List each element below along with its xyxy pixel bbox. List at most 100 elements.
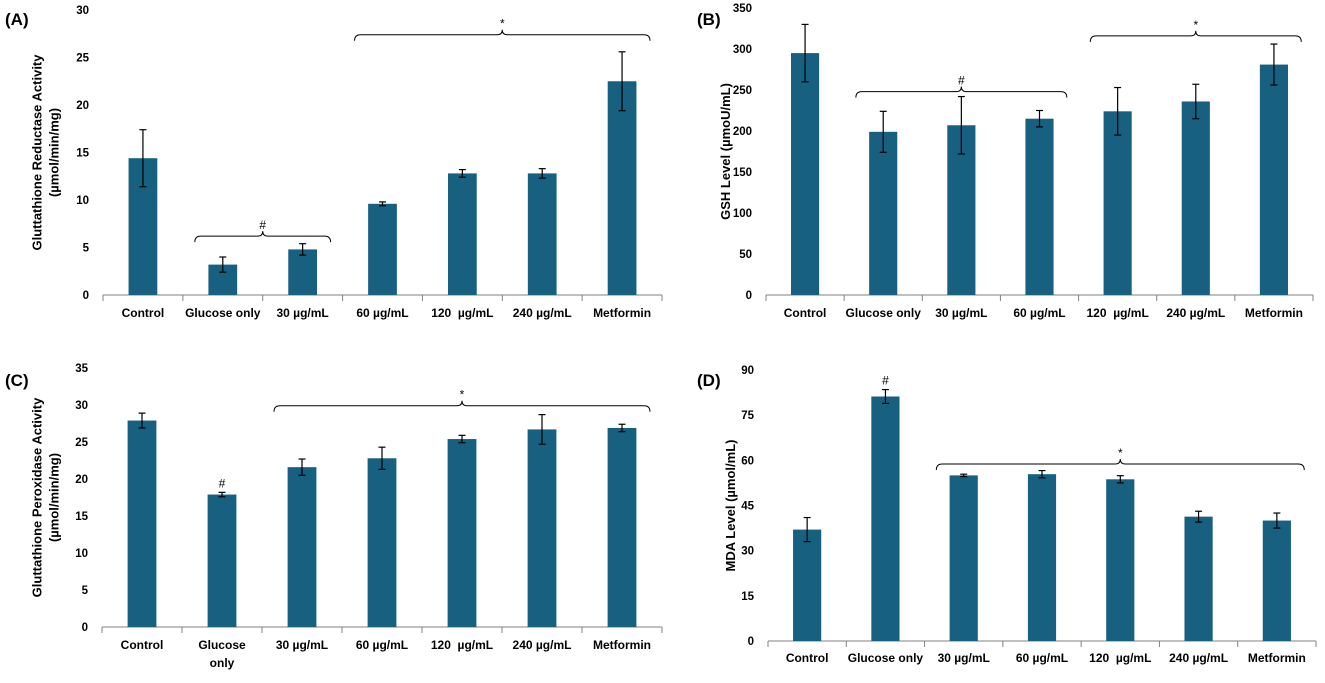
panel-d-bar-120-ug-ml <box>1106 479 1135 641</box>
panel-d-y-tick-30: 30 <box>741 546 754 558</box>
panel-c-x-category-label: Glucose <box>198 638 246 652</box>
panel-c-error-bar-60-ug-ml <box>378 446 386 470</box>
panel-c-y-tick-0: 0 <box>82 622 88 634</box>
panel-a-y-axis-title-line-2: (µmol/min/mg) <box>47 108 62 197</box>
panel-c-label: (C) <box>5 371 29 390</box>
panel-a-bar-60-ug-ml <box>368 203 397 295</box>
panel-b-x-category-label: 60 µg/mL <box>1013 306 1065 320</box>
panel-b-x-category-label: Metformin <box>1245 306 1303 320</box>
panel-a-error-bar-60-ug-ml <box>379 201 386 207</box>
panel-a-x-category-label: 60 µg/mL <box>356 306 408 320</box>
panel-d-bar-metformin <box>1262 520 1291 641</box>
panel-b-y-tick-50: 50 <box>739 249 752 261</box>
panel-a-bar-30-ug-ml <box>288 249 318 295</box>
panel-d-x-category-label: 60 µg/mL <box>1016 651 1068 665</box>
panel-d-bar-30-ug-ml <box>949 475 978 641</box>
panel-b-error-bar-60-ug-ml <box>1036 109 1043 128</box>
panel-c-error-bar-120-ug-ml <box>458 434 466 444</box>
panel-d-error-bar-30-ug-ml <box>960 473 968 478</box>
panel-c-x-category-label: 240 µg/mL <box>513 638 572 652</box>
panel-b-bar-control <box>791 53 820 295</box>
panel-b-error-bar-240-ug-ml <box>1192 83 1200 120</box>
panel-d-x-category-label: Metformin <box>1248 651 1306 665</box>
panel-b-x-category-label: Control <box>784 306 827 320</box>
panel-b-y-tick-350: 350 <box>733 3 752 15</box>
panel-b-label: (B) <box>697 10 721 29</box>
panel-d-error-bar-metformin <box>1273 512 1281 529</box>
panel-d-x-category-label: Control <box>786 651 829 665</box>
panel-d-y-axis-title-line-1: MDA Level (µmol/mL) <box>723 440 738 572</box>
panel-b-bar-metformin <box>1259 64 1288 295</box>
panel-b-significance-bracket-2 <box>1089 30 1302 42</box>
panel-a-x-category-label: 30 µg/mL <box>277 306 329 320</box>
panel-c-significance-bracket-1 <box>273 400 651 412</box>
panel-d-x-category-label: 120 µg/mL <box>1089 651 1151 665</box>
panel-c-bar-240-ug-ml <box>527 429 557 627</box>
panel-c-bar-60-ug-ml <box>367 458 397 627</box>
panel-b-x-category-label: 240 µg/mL <box>1166 306 1225 320</box>
panel-b-bar-glucose-only <box>869 131 898 295</box>
panel-c-y-tick-30: 30 <box>75 400 88 412</box>
panel-b-y-tick-250: 250 <box>733 85 752 97</box>
panel-c-y-axis-title-line-1: Gluttathione Peroxidase Activity <box>30 397 45 597</box>
panel-c-significance-marker: # <box>219 476 226 490</box>
panel-d-error-bar-120-ug-ml <box>1116 475 1124 484</box>
panel-c-x-category-label: Control <box>121 638 164 652</box>
panel-a-chart: (A) Gluttathione Reductase Activity (µmol/… <box>5 5 663 320</box>
panel-d-y-tick-45: 45 <box>741 501 754 513</box>
panel-a-error-bar-control <box>139 129 147 188</box>
panel-b-error-bar-30-ug-ml <box>957 95 965 155</box>
panel-c-x-category-label: 120 µg/mL <box>431 638 493 652</box>
panel-c-y-tick-15: 15 <box>75 511 88 523</box>
panel-b-y-tick-200: 200 <box>733 126 752 138</box>
panel-b-bar-60-ug-ml <box>1025 118 1054 295</box>
panel-b-error-bar-120-ug-ml <box>1114 86 1122 136</box>
panel-b-significance-bracket-symbol: * <box>1193 18 1198 32</box>
panel-b-x-category-label: 120 µg/mL <box>1087 306 1149 320</box>
panel-b-y-axis-title-line-1: GSH Level (µmoU/mL) <box>718 83 733 220</box>
panel-d-error-bar-240-ug-ml <box>1195 510 1203 523</box>
panel-d-x-category-label: 240 µg/mL <box>1169 651 1228 665</box>
panel-b-chart: (B) GSH Level (µmoU/mL) 0 50 100 150 200 250 300… <box>697 3 1314 320</box>
panel-d-significance-bracket-symbol: * <box>1118 446 1123 460</box>
panel-a-x-category-label: 120 µg/mL <box>431 306 493 320</box>
panel-d-chart: (D) MDA Level (µmol/mL) 0 15 30 45 60 75 90 Contr… <box>697 365 1317 665</box>
panel-a-y-tick-25: 25 <box>76 53 89 65</box>
panel-b-y-tick-100: 100 <box>733 208 752 220</box>
panel-c-error-bar-metformin <box>618 423 626 433</box>
panel-c-bar-metformin <box>607 427 637 627</box>
panel-a-error-bar-metformin <box>618 51 626 112</box>
panel-d-bar-glucose-only <box>871 396 900 641</box>
panel-b-error-bar-glucose-only <box>879 110 887 153</box>
panel-b-error-bar-control <box>801 23 809 83</box>
panel-a-error-bar-120-ug-ml <box>458 169 466 178</box>
panel-a-x-category-label: Metformin <box>593 306 651 320</box>
panel-a-significance-bracket-2 <box>354 29 651 41</box>
panel-a-error-bar-240-ug-ml <box>538 168 546 179</box>
panel-a-error-bar-glucose-only <box>219 256 227 273</box>
panel-a-label: (A) <box>5 10 29 29</box>
panel-c-x-category-label: Metformin <box>593 638 651 652</box>
panel-d-y-tick-15: 15 <box>741 591 754 603</box>
panel-c-y-tick-5: 5 <box>82 585 89 597</box>
panel-c-y-tick-20: 20 <box>75 474 88 486</box>
panel-d-y-tick-0: 0 <box>748 636 754 648</box>
panel-c-y-tick-10: 10 <box>75 548 88 560</box>
panel-c-bar-30-ug-ml <box>287 467 317 627</box>
panel-a-significance-bracket-1 <box>194 231 332 243</box>
panel-d-y-tick-90: 90 <box>741 365 754 377</box>
panel-b-bar-120-ug-ml <box>1103 111 1132 295</box>
panel-a-bar-240-ug-ml <box>527 173 557 295</box>
panel-a-bar-120-ug-ml <box>447 173 477 295</box>
panel-d-x-category-label: 30 µg/mL <box>938 651 990 665</box>
panel-b-significance-bracket-symbol: # <box>958 74 965 88</box>
panel-c-error-bar-control <box>138 412 146 429</box>
panel-a-y-axis-title-line-1: Gluttathione Reductase Activity <box>30 54 45 251</box>
panel-a-x-category-label: Control <box>122 306 165 320</box>
panel-b-x-category-label: Glucose only <box>846 306 922 320</box>
panel-c-bar-glucose-only <box>207 494 237 627</box>
panel-d-y-tick-75: 75 <box>741 410 754 422</box>
panel-c-chart: (C)Gluttathione Peroxidase Activity (µmol… <box>5 363 663 670</box>
panel-c-y-axis-title-line-2: (µmol/min/mg) <box>47 453 62 542</box>
